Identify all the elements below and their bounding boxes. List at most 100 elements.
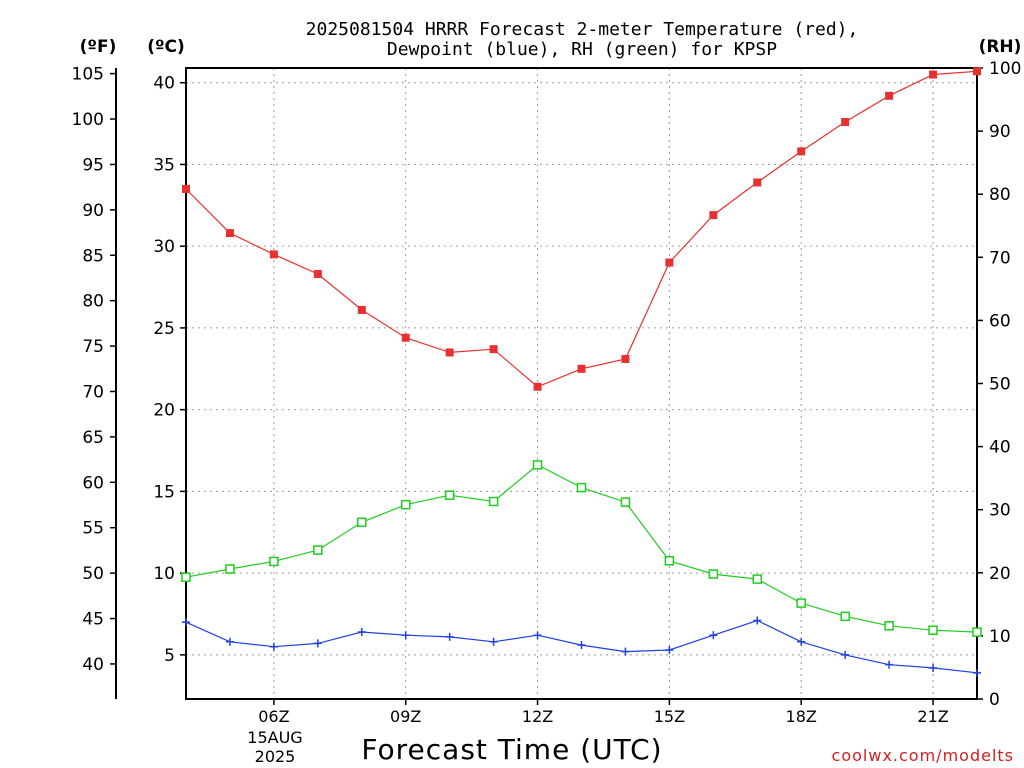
celsius-tick-label: 35 [153, 155, 175, 175]
fahrenheit-tick-label: 40 [82, 655, 104, 675]
dewpoint-point [885, 660, 894, 669]
rh-tick-label: 60 [989, 311, 1011, 331]
rh-tick-label: 100 [989, 59, 1021, 79]
chart-title-line-1: 2025081504 HRRR Forecast 2-meter Tempera… [306, 19, 859, 40]
x-tick-label: 18Z [786, 707, 817, 726]
dewpoint-point [225, 637, 234, 646]
dewpoint-point [533, 631, 542, 640]
rh-point [928, 625, 938, 635]
temperature-point [533, 382, 542, 391]
dewpoint-point [445, 632, 454, 641]
rh-tick-label: 20 [989, 564, 1011, 584]
rh-point [444, 490, 455, 500]
x-tick-label: 21Z [917, 707, 948, 726]
fahrenheit-tick-label: 45 [82, 610, 104, 630]
dewpoint-point [401, 631, 410, 640]
rh-point [488, 496, 499, 507]
celsius-tick-label: 5 [164, 646, 175, 666]
fahrenheit-tick-label: 95 [82, 155, 104, 175]
temperature-point [357, 305, 366, 314]
temperature-point [445, 348, 454, 357]
celsius-tick-label: 20 [153, 401, 175, 421]
rh-tick-label: 80 [989, 185, 1011, 205]
temperature-series [182, 67, 981, 391]
dewpoint-point [929, 663, 938, 672]
temperature-point [401, 333, 410, 342]
series-layer [181, 67, 982, 677]
dewpoint-point [709, 631, 718, 640]
temperature-point [225, 229, 234, 238]
dewpoint-point [665, 645, 674, 654]
x-tick-label: 06Z [258, 707, 289, 726]
rh-tick-label: 50 [989, 375, 1011, 395]
fahrenheit-tick-label: 55 [82, 519, 104, 539]
rh-point [664, 556, 675, 566]
rh-series [181, 460, 982, 637]
rh-point [752, 574, 763, 584]
celsius-tick-label: 40 [153, 74, 175, 94]
rh-unit-label: (RH) [979, 37, 1022, 57]
rh-point [796, 598, 806, 608]
temperature-point [929, 70, 938, 79]
temperature-line [185, 70, 978, 388]
chart-title-line-2: Dewpoint (blue), RH (green) for KPSP [387, 39, 777, 60]
dewpoint-point [621, 647, 630, 656]
rh-point [269, 556, 279, 567]
dewpoint-point [577, 641, 586, 650]
rh-point [400, 499, 411, 510]
fahrenheit-tick-label: 85 [82, 246, 104, 266]
temperature-point [665, 258, 674, 267]
temperature-point [621, 354, 630, 363]
grid [186, 68, 977, 699]
fahrenheit-tick-label: 70 [82, 382, 104, 402]
fahrenheit-tick-label: 60 [82, 473, 104, 493]
temperature-point [709, 211, 718, 220]
date-label-year: 2025 [255, 747, 296, 766]
celsius-tick-label: 10 [153, 564, 175, 584]
dewpoint-point [357, 627, 366, 636]
temperature-point [182, 184, 190, 193]
fahrenheit-tick-label: 75 [82, 337, 104, 357]
rh-tick-label: 40 [989, 438, 1011, 458]
x-axis-label: Forecast Time (UTC) [361, 733, 662, 766]
temperature-point [841, 117, 850, 126]
rh-tick-label: 30 [989, 501, 1011, 521]
temperature-point [885, 91, 894, 100]
dewpoint-point [489, 637, 498, 646]
rh-tick-label: 10 [989, 627, 1011, 647]
dewpoint-point [182, 618, 190, 627]
rh-tick-label: 70 [989, 248, 1011, 268]
rh-point [225, 564, 235, 574]
temperature-point [269, 250, 278, 259]
celsius-unit-label: (ºC) [147, 37, 185, 57]
rh-point [884, 621, 894, 631]
plot-frame [185, 67, 978, 700]
fahrenheit-tick-label: 50 [82, 564, 104, 584]
x-tick-label: 09Z [390, 707, 421, 726]
x-tick-label: 12Z [522, 707, 553, 726]
fahrenheit-tick-label: 100 [72, 110, 104, 130]
dewpoint-point [841, 650, 850, 659]
fahrenheit-tick-label: 105 [72, 65, 104, 85]
rh-point [972, 627, 982, 637]
axes: 5 10 15 20 25 30 35 40 40 45 50 55 60 65 70 75 80 85 90 95 1… [72, 59, 1022, 726]
temperature-point [797, 147, 806, 156]
temperature-point [313, 269, 322, 278]
fahrenheit-tick-label: 80 [82, 292, 104, 312]
celsius-tick-label: 25 [153, 319, 175, 339]
rh-point [357, 517, 367, 528]
fahrenheit-tick-label: 90 [82, 201, 104, 221]
rh-point [708, 569, 719, 579]
rh-point [620, 497, 631, 507]
dewpoint-point [753, 616, 762, 625]
dewpoint-point [313, 639, 322, 648]
fahrenheit-unit-label: (ºF) [80, 37, 117, 57]
celsius-tick-label: 30 [153, 237, 175, 257]
dewpoint-point [269, 642, 278, 651]
fahrenheit-tick-label: 65 [82, 428, 104, 448]
temperature-point [489, 345, 498, 354]
rh-point [576, 482, 587, 493]
rh-point [840, 611, 850, 622]
site-credit: coolwx.com/modelts [832, 746, 1014, 765]
